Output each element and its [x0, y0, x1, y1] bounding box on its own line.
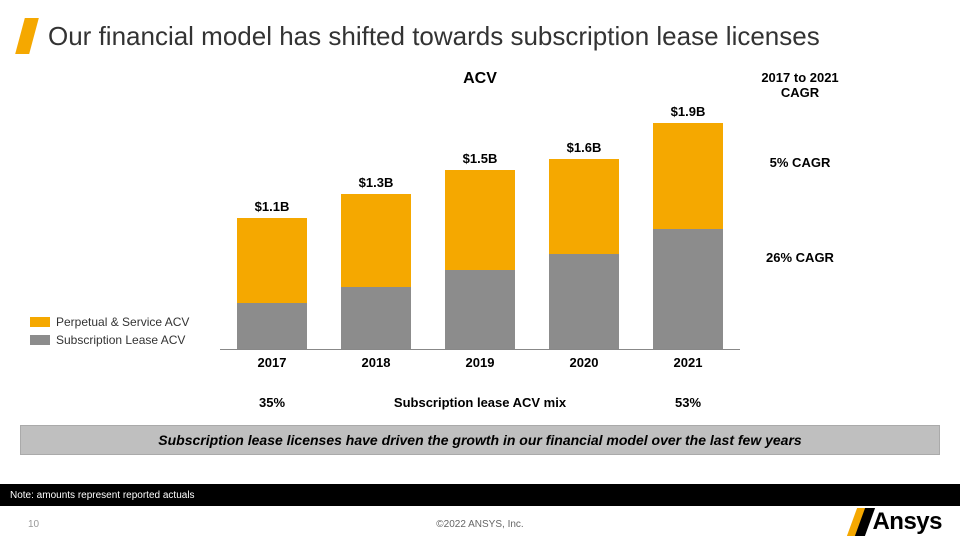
- bar-stack: [549, 159, 619, 349]
- bar-2021: $1.9B: [653, 104, 723, 349]
- cagr-subscription: 26% CAGR: [750, 250, 850, 265]
- mix-end-value: 53%: [636, 395, 740, 410]
- slide-title: Our financial model has shifted towards …: [48, 21, 820, 52]
- bar-segment: [237, 218, 307, 303]
- bar-total-label: $1.3B: [359, 175, 394, 190]
- bar-2017: $1.1B: [237, 199, 307, 349]
- bar-segment: [653, 123, 723, 229]
- bar-total-label: $1.5B: [463, 151, 498, 166]
- mix-row: 35% Subscription lease ACV mix 53%: [220, 395, 740, 410]
- mix-start-value: 35%: [220, 395, 324, 410]
- x-axis-label: 2020: [549, 355, 619, 370]
- bar-stack: [341, 194, 411, 349]
- bar-segment: [341, 287, 411, 349]
- bar-total-label: $1.9B: [671, 104, 706, 119]
- bar-stack: [445, 170, 515, 349]
- note-text: Note: amounts represent reported actuals: [10, 490, 195, 501]
- x-axis-label: 2019: [445, 355, 515, 370]
- chart-title: ACV: [220, 70, 740, 88]
- note-bar: Note: amounts represent reported actuals: [0, 484, 960, 506]
- chart-bars: $1.1B $1.3B $1.5B $1.6B $1.9B: [220, 100, 740, 350]
- legend-swatch-icon: [30, 335, 50, 345]
- bar-segment: [341, 194, 411, 287]
- callout-banner: Subscription lease licenses have driven …: [20, 425, 940, 455]
- bar-segment: [653, 229, 723, 349]
- slide: Our financial model has shifted towards …: [0, 0, 960, 540]
- bar-stack: [237, 218, 307, 349]
- copyright: ©2022 ANSYS, Inc.: [0, 519, 960, 530]
- chart-legend: Perpetual & Service ACV Subscription Lea…: [30, 315, 189, 351]
- bar-segment: [445, 170, 515, 270]
- legend-label: Subscription Lease ACV: [56, 333, 185, 347]
- bar-total-label: $1.6B: [567, 140, 602, 155]
- title-row: Our financial model has shifted towards …: [20, 18, 940, 54]
- bar-stack: [653, 123, 723, 349]
- accent-bar-icon: [15, 18, 39, 54]
- bar-2019: $1.5B: [445, 151, 515, 349]
- bar-segment: [549, 159, 619, 254]
- cagr-perpetual: 5% CAGR: [750, 155, 850, 170]
- logo-text: Ansys: [872, 508, 942, 536]
- acv-chart: ACV $1.1B$1.3B$1.5B$1.6B$1.9B 2017201820…: [220, 70, 740, 385]
- legend-label: Perpetual & Service ACV: [56, 315, 189, 329]
- bar-total-label: $1.1B: [255, 199, 290, 214]
- x-axis-label: 2021: [653, 355, 723, 370]
- legend-swatch-icon: [30, 317, 50, 327]
- bar-segment: [237, 303, 307, 349]
- chart-x-labels: 2017 2018 2019 2020 2021: [220, 355, 740, 370]
- logo-slashes-icon: [852, 508, 868, 536]
- x-axis-label: 2017: [237, 355, 307, 370]
- legend-item-perpetual: Perpetual & Service ACV: [30, 315, 189, 329]
- x-axis-label: 2018: [341, 355, 411, 370]
- bar-segment: [549, 254, 619, 349]
- bar-2020: $1.6B: [549, 140, 619, 349]
- bar-segment: [445, 270, 515, 349]
- mix-label: Subscription lease ACV mix: [324, 395, 636, 410]
- cagr-column: 2017 to 2021 CAGR 5% CAGR 26% CAGR: [750, 70, 850, 265]
- cagr-heading: 2017 to 2021 CAGR: [750, 70, 850, 100]
- ansys-logo: Ansys: [852, 508, 942, 536]
- legend-item-subscription: Subscription Lease ACV: [30, 333, 189, 347]
- footer: 10 ©2022 ANSYS, Inc. Ansys: [0, 506, 960, 540]
- bar-2018: $1.3B: [341, 175, 411, 349]
